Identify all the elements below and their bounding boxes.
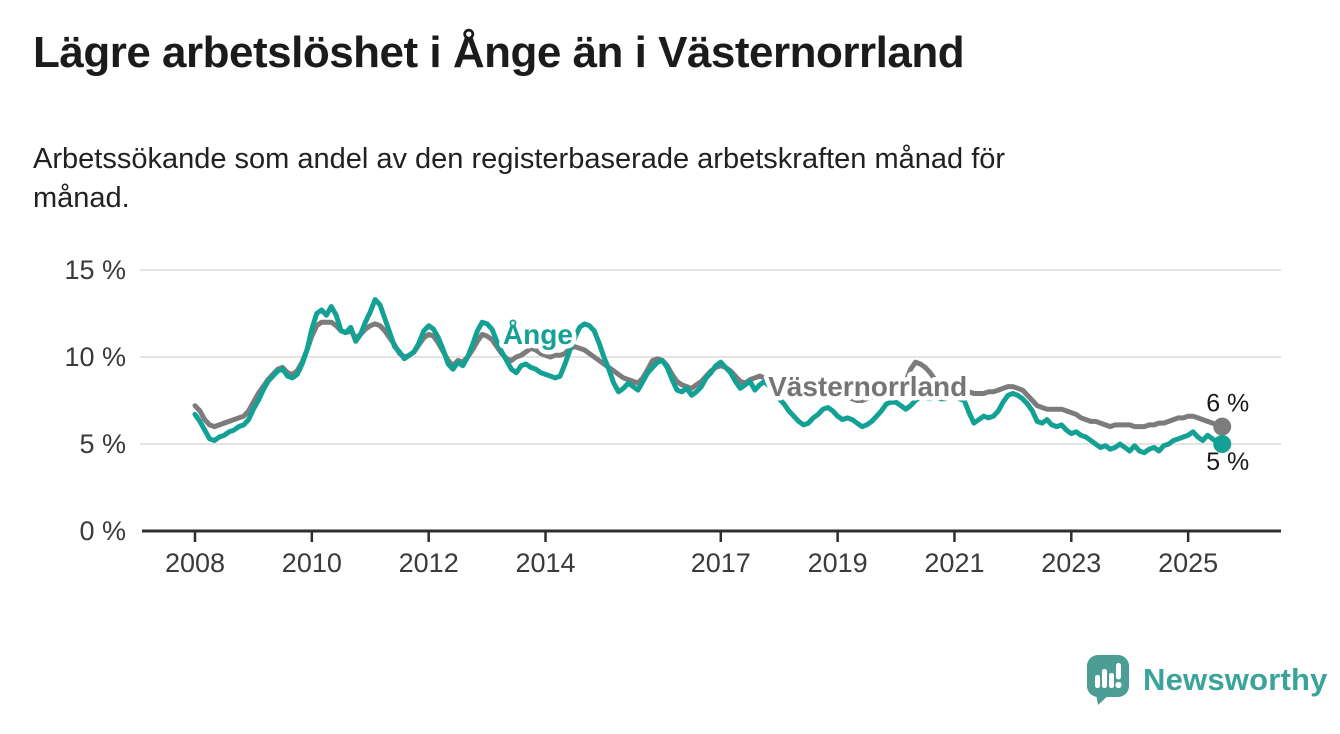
x-axis-label: 2008 [165,548,225,578]
chart-subtitle: Arbetssökande som andel av den registerb… [33,140,1005,218]
y-axis-label: 0 % [79,516,126,546]
vasternorrland-end-dot [1213,417,1232,436]
ange-line [192,297,1225,456]
chart-subtitle-line-2: månad. [33,182,130,214]
x-axis-label: 2017 [691,548,751,578]
x-axis-label: 2010 [282,548,342,578]
ange-series-label: Ånge [503,319,573,350]
vasternorrland-series-label: Västernorrland [768,371,967,402]
x-axis-label: 2023 [1041,548,1101,578]
y-axis-label: 10 % [64,342,126,372]
newsworthy-branding: Newsworthy [1086,654,1328,706]
x-axis-label: 2012 [399,548,459,578]
chart-subtitle-line-1: Arbetssökande som andel av den registerb… [33,143,1006,175]
vasternorrland-end-value: 6 % [1206,390,1249,418]
y-axis-label: 5 % [79,429,126,459]
y-axis-label: 15 % [64,255,126,285]
x-axis-label: 2021 [924,548,984,578]
newsworthy-logo-icon [1087,655,1129,705]
ange-end-dot [1213,435,1232,453]
newsworthy-logo-text: Newsworthy [1143,662,1328,697]
ange-end-value: 5 % [1206,448,1249,476]
x-axis-label: 2014 [515,548,575,578]
page-title: Lägre arbetslöshet i Ånge än i Västernor… [33,28,965,77]
x-axis-label: 2019 [808,548,868,578]
x-axis-label: 2025 [1158,548,1218,578]
